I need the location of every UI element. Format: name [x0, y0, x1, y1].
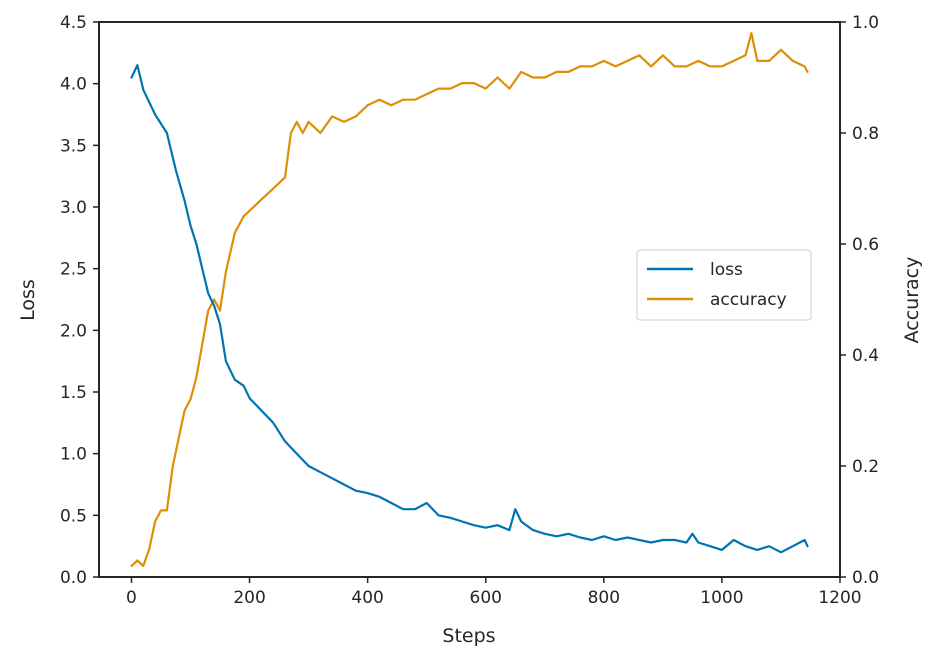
x-tick-label: 200 [233, 588, 265, 608]
x-tick-label: 800 [588, 588, 620, 608]
y-left-tick-label: 3.5 [60, 136, 87, 156]
y-right-tick-label: 0.6 [852, 235, 879, 255]
y-left-tick-label: 1.5 [60, 383, 87, 403]
y-right-tick-label: 0.8 [852, 124, 879, 144]
y-axis-left: 0.0 0.5 1.0 1.5 2.0 2.5 3.0 3.5 4.0 4.5 [60, 13, 99, 588]
series-line-loss [130, 64, 809, 554]
y-right-tick-label: 0.0 [852, 568, 879, 588]
y-left-tick-label: 1.0 [60, 445, 87, 465]
y-left-tick-label: 2.0 [60, 321, 87, 341]
y-right-tick-label: 0.2 [852, 457, 879, 477]
y-right-tick-label: 1.0 [852, 13, 879, 33]
y-left-tick-label: 3.0 [60, 198, 87, 218]
y-left-tick-label: 0.5 [60, 506, 87, 526]
y-axis-left-title: Loss [17, 279, 39, 321]
y-axis-right: 0.0 0.2 0.4 0.6 0.8 1.0 [840, 13, 879, 588]
plot-frame [98, 21, 841, 578]
series-line-accuracy [130, 31, 809, 568]
y-left-tick-label: 4.5 [60, 13, 87, 33]
legend-label-loss: loss [710, 260, 743, 280]
legend: loss accuracy [636, 249, 812, 321]
legend-label-accuracy: accuracy [710, 290, 787, 310]
x-tick-label: 400 [351, 588, 383, 608]
x-tick-label: 1000 [700, 588, 743, 608]
y-left-tick-label: 2.5 [60, 260, 87, 280]
y-left-tick-label: 0.0 [60, 568, 87, 588]
y-right-tick-label: 0.4 [852, 346, 879, 366]
x-axis-title: Steps [442, 625, 495, 647]
x-tick-label: 600 [470, 588, 502, 608]
x-axis: 0 200 400 600 800 1000 1200 [126, 577, 862, 608]
legend-box [636, 249, 812, 321]
x-tick-label: 1200 [818, 588, 861, 608]
x-tick-label: 0 [126, 588, 137, 608]
series-layer [130, 31, 809, 568]
y-left-tick-label: 4.0 [60, 75, 87, 95]
y-axis-right-title: Accuracy [901, 257, 923, 344]
